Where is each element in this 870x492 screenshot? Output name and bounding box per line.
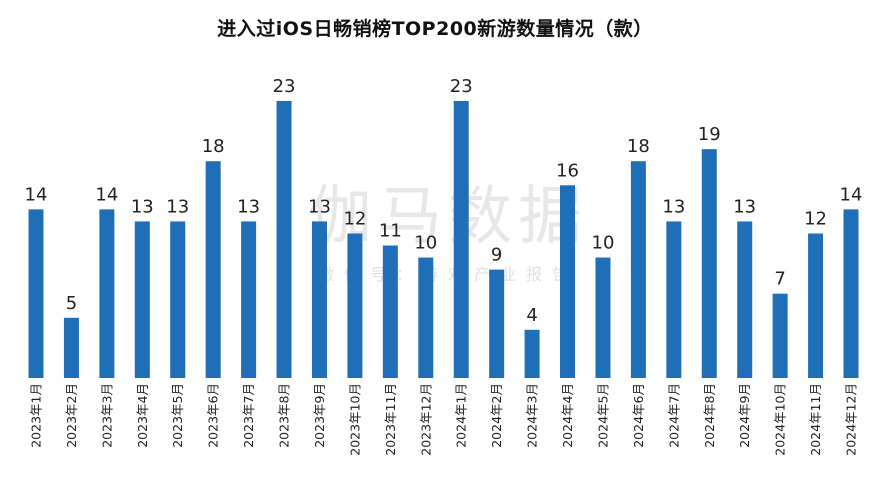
bar <box>560 185 576 378</box>
bar <box>276 101 292 378</box>
x-tick-label: 2024年7月 <box>666 383 681 448</box>
bar <box>808 233 824 378</box>
bar-value-label: 13 <box>166 196 189 217</box>
bar-value-label: 10 <box>592 233 615 254</box>
x-tick-label: 2024年6月 <box>631 383 646 448</box>
bar <box>489 269 505 378</box>
bar-value-label: 13 <box>308 196 331 217</box>
bar <box>772 293 788 378</box>
x-tick-label: 2024年9月 <box>737 383 752 448</box>
bar-value-label: 23 <box>450 76 473 97</box>
bars-group <box>28 101 859 378</box>
bar <box>28 209 44 378</box>
x-tick-label: 2024年10月 <box>773 383 788 456</box>
bar-value-label: 14 <box>95 184 118 205</box>
x-tick-label: 2024年1月 <box>454 383 469 448</box>
x-tick-label: 2024年5月 <box>595 383 610 448</box>
bar-value-label: 5 <box>66 293 77 314</box>
x-tick-label: 2023年7月 <box>241 383 256 448</box>
x-tick-label: 2024年11月 <box>808 383 823 456</box>
bar-value-label: 18 <box>202 136 225 157</box>
bar-value-label: 9 <box>491 245 502 266</box>
bar-value-label: 16 <box>556 160 579 181</box>
bar-value-label: 14 <box>840 184 863 205</box>
bar-value-label: 4 <box>526 305 537 326</box>
bar <box>737 221 753 378</box>
x-tick-label: 2023年8月 <box>277 383 292 448</box>
bar-value-label: 19 <box>698 124 721 145</box>
watermark-sub-text: 微信号：游戏产业报告 <box>318 265 578 284</box>
x-tick-label: 2024年8月 <box>702 383 717 448</box>
bar-value-label: 11 <box>379 221 402 242</box>
bar <box>524 329 540 378</box>
x-tick-label: 2023年11月 <box>383 383 398 456</box>
bar-value-label: 7 <box>774 269 785 290</box>
x-tick-label: 2024年4月 <box>560 383 575 448</box>
value-labels-group: 14 5 14 13 13 18 13 23 13 12 11 10 23 9 4 16 10 18 13 19 13 7… <box>25 76 863 326</box>
bar-value-label: 13 <box>131 196 154 217</box>
x-tick-label: 2023年6月 <box>206 383 221 448</box>
bar <box>666 221 682 378</box>
bar <box>241 221 257 378</box>
x-tick-label: 2023年1月 <box>29 383 44 448</box>
bar <box>843 209 859 378</box>
bar <box>311 221 327 378</box>
x-tick-label: 2024年12月 <box>844 383 859 456</box>
x-tick-label: 2023年2月 <box>64 383 79 448</box>
bar <box>134 221 150 378</box>
bar <box>205 161 221 378</box>
x-tick-label: 2023年9月 <box>312 383 327 448</box>
bar <box>382 245 398 378</box>
bar <box>99 209 115 378</box>
chart-title: 进入过iOS日畅销榜TOP200新游数量情况（款） <box>217 18 653 40</box>
bar-value-label: 12 <box>343 208 366 229</box>
bar <box>418 257 434 378</box>
x-tick-label: 2024年2月 <box>489 383 504 448</box>
x-tick-label: 2023年5月 <box>170 383 185 448</box>
bar-value-label: 13 <box>733 196 756 217</box>
bar <box>701 149 717 378</box>
bar-value-label: 18 <box>627 136 650 157</box>
bar <box>63 317 79 378</box>
bar <box>170 221 186 378</box>
bar-value-label: 12 <box>804 208 827 229</box>
bar-value-label: 13 <box>237 196 260 217</box>
bar-value-label: 23 <box>273 76 296 97</box>
bar-value-label: 10 <box>414 233 437 254</box>
bar <box>630 161 646 378</box>
bar <box>595 257 611 378</box>
x-tick-labels-group: 2023年1月 2023年2月 2023年3月 2023年4月 2023年5月 2023年… <box>29 383 859 456</box>
x-tick-label: 2024年3月 <box>525 383 540 448</box>
x-tick-label: 2023年12月 <box>418 383 433 456</box>
x-tick-label: 2023年4月 <box>135 383 150 448</box>
bar <box>453 101 469 378</box>
bar-value-label: 14 <box>25 184 48 205</box>
bar-value-label: 13 <box>662 196 685 217</box>
x-tick-label: 2023年10月 <box>347 383 362 456</box>
bar <box>347 233 363 378</box>
x-tick-label: 2023年3月 <box>99 383 114 448</box>
